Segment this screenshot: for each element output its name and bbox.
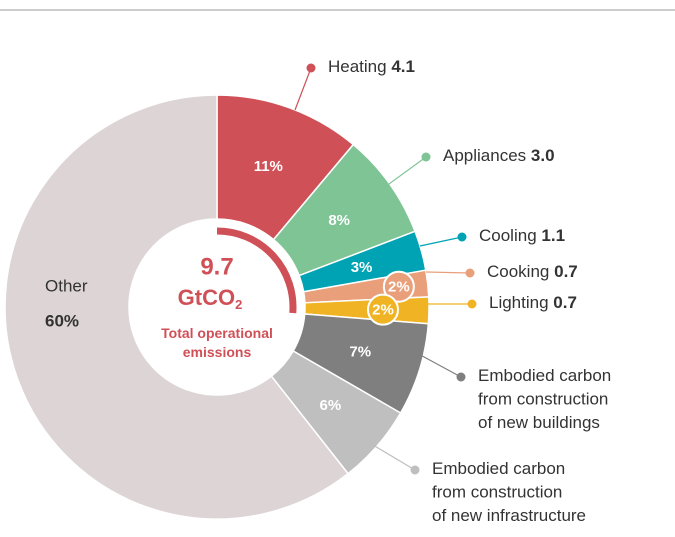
pct-label: 2% [388,279,410,296]
amount-label: 1.1 [541,226,565,245]
center-unit: GtCO2 [178,285,243,313]
amount-label: 0.7 [553,293,577,312]
category-label: Cooking 0.7 [487,262,578,281]
pct-label: 60% [45,311,79,330]
label-dot [456,372,466,382]
label-dot [457,232,467,242]
pct-label: 3% [351,259,373,276]
pct-label: 6% [320,397,342,414]
leader-line [377,156,427,193]
category-label: Heating 4.1 [328,57,415,76]
leader-line [294,67,312,111]
leader-line [367,441,416,471]
category-label: Appliances 3.0 [443,146,555,165]
category-label: Other [45,276,88,295]
category-label: Embodied carbon from construction of new i… [432,459,586,525]
pct-label: 2% [372,302,394,319]
leader-line [425,271,471,274]
operational-arc [216,227,297,314]
center-value: 9.7 [200,253,233,280]
pct-label: 7% [349,344,371,361]
pct-label: 8% [328,212,350,229]
center-label: Total operational emissions [161,325,273,360]
pct-badge [366,293,399,326]
category-label: Lighting 0.7 [489,293,577,312]
label-dot [421,152,431,162]
label-dot [410,465,420,475]
labels: 11% Heating 4.1 8% Appliances 3.0 3% Cooling … [45,57,611,525]
pct-label: 11% [254,158,283,175]
amount-label: 0.7 [554,262,578,281]
leader-line [419,236,463,247]
leader-line [401,344,462,378]
label-dot [306,63,316,73]
amount-label: 4.1 [391,57,415,76]
label-dot [465,268,475,278]
category-label: Cooling 1.1 [479,226,565,245]
slices [4,94,430,520]
category-label: Embodied carbon from construction of new b… [478,366,611,432]
amount-label: 3.0 [531,146,555,165]
pct-badge [382,270,415,303]
label-dot [467,299,477,309]
donut-hole [129,219,305,395]
